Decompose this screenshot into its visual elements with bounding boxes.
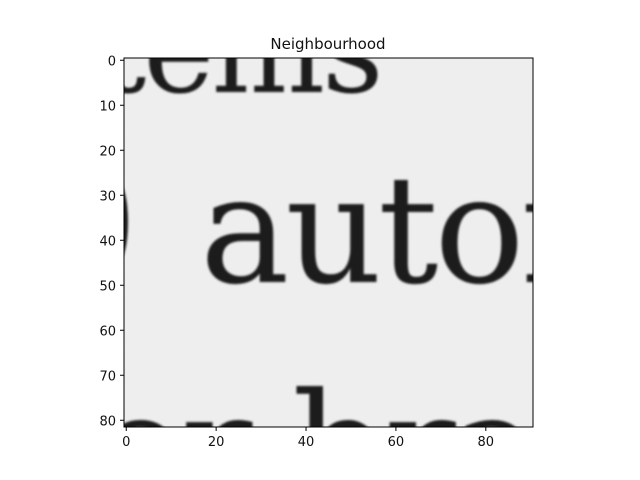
scanned-word-bottom: er bra	[96, 362, 538, 480]
x-tick-label: 0	[122, 435, 130, 450]
plot-title: Neighbourhood	[270, 35, 385, 53]
x-tick-label: 80	[478, 435, 495, 450]
y-tick-label: 40	[99, 234, 116, 249]
x-tick-label: 40	[298, 435, 315, 450]
scanned-word-top: tems	[98, 0, 381, 121]
y-tick-label: 60	[99, 324, 116, 339]
image-area: tems autor er bra	[96, 0, 593, 480]
y-tick-label: 10	[99, 99, 116, 114]
x-tick-label: 20	[208, 435, 225, 450]
y-tick-label: 80	[99, 414, 116, 429]
paper-grain	[124, 58, 533, 427]
x-axis: 0 20 40 60 80	[122, 427, 494, 450]
y-tick-label: 50	[99, 279, 116, 294]
scanned-word-middle: autor	[200, 144, 593, 318]
x-tick-label: 60	[388, 435, 405, 450]
y-tick-label: 20	[99, 144, 116, 159]
y-axis: 0 10 20 30 40 50 60 70 80	[99, 54, 124, 429]
y-tick-label: 30	[99, 189, 116, 204]
y-tick-label: 0	[108, 54, 116, 69]
scanned-fragment-left	[124, 190, 128, 254]
y-tick-label: 70	[99, 369, 116, 384]
axes-frame	[123, 57, 534, 428]
